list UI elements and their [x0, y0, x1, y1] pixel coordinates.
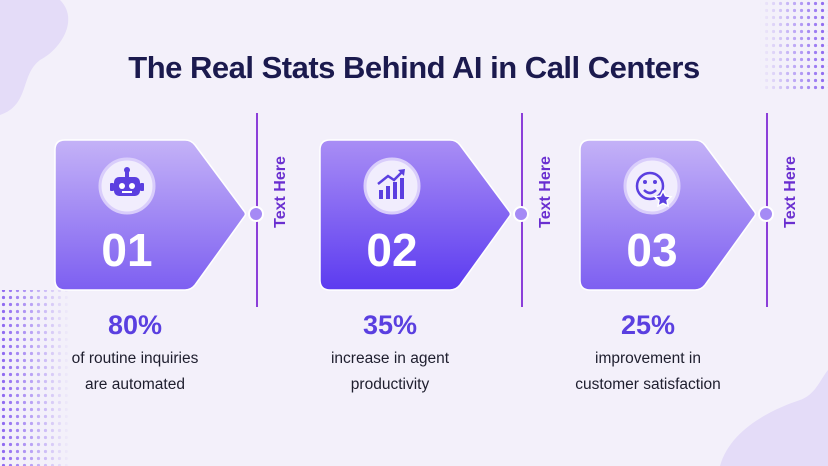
stat-card: 01 Text Here 80% of routine inquiries are au…	[54, 113, 289, 393]
icon	[635, 171, 673, 208]
side-label: Text Here	[537, 156, 554, 228]
stat-description: productivity	[351, 376, 430, 393]
cards: 01 Text Here 80% of routine inquiries are au…	[54, 113, 799, 393]
stat-description: are automated	[85, 376, 185, 393]
stat-value: 25%	[621, 310, 675, 340]
stat-card: 02 Text Here 35% increase in agent productiv…	[319, 113, 554, 393]
card-number: 02	[366, 224, 417, 276]
blob	[0, 0, 69, 115]
stat-description: of routine inquiries	[72, 350, 199, 367]
icon-circle	[623, 157, 681, 215]
stat-card: 03 Text Here 25% improvement in customer sat…	[575, 113, 799, 393]
stat-value: 80%	[108, 310, 162, 340]
card-number: 03	[626, 224, 677, 276]
stat-description: improvement in	[595, 350, 701, 367]
dot-pattern	[0, 290, 70, 466]
robot-icon	[110, 167, 144, 196]
stat-description: customer satisfaction	[575, 376, 721, 393]
smile-icon	[635, 171, 673, 208]
dot-pattern	[760, 0, 828, 90]
blob	[720, 370, 828, 466]
side-label: Text Here	[272, 156, 289, 228]
icon	[377, 169, 405, 199]
chart-icon	[377, 169, 405, 199]
icon-circle	[363, 157, 421, 215]
card-number: 01	[101, 224, 152, 276]
arrow-card	[579, 139, 757, 291]
stat-description: increase in agent	[331, 350, 450, 367]
tip-dot	[513, 206, 529, 222]
tip-dot	[248, 206, 264, 222]
stat-value: 35%	[363, 310, 417, 340]
icon	[110, 167, 144, 196]
title: The Real Stats Behind AI in Call Centers	[128, 50, 699, 85]
side-label: Text Here	[782, 156, 799, 228]
tip-dot	[758, 206, 774, 222]
